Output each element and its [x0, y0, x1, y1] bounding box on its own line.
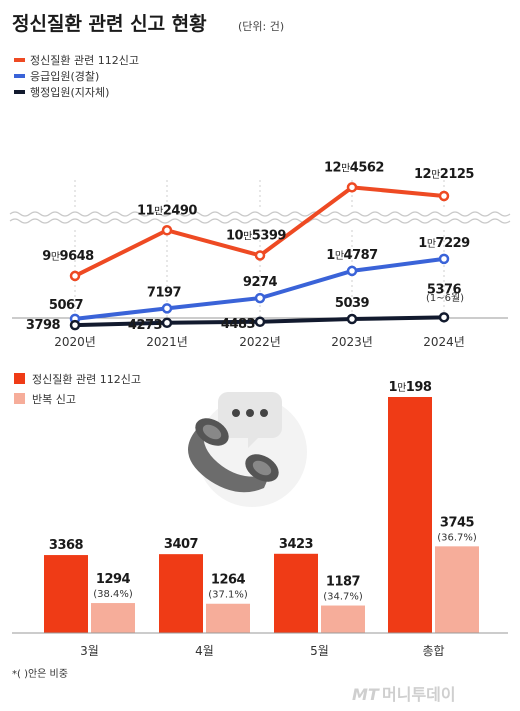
series-label-2: 4483: [221, 317, 256, 332]
series-label-1: 1만4787: [326, 248, 378, 263]
series-label-0: 12만2125: [414, 167, 474, 182]
series-label-2: 3798: [26, 318, 61, 333]
series-point-0: [438, 190, 450, 202]
series-label-1: 5067: [49, 298, 84, 313]
x-tick-label: 2022년: [239, 335, 281, 349]
bar-0: [159, 554, 203, 633]
series-point-1: [438, 253, 450, 265]
bar-1: [321, 605, 365, 633]
series-point-2: [161, 317, 173, 329]
x-tick-label: 2020년: [54, 335, 96, 349]
legend-label: 응급입원(경찰): [30, 70, 99, 83]
series-label-1: 7197: [147, 285, 182, 300]
bar-1: [435, 546, 479, 633]
phone-chat-icon: [188, 392, 307, 507]
bar-share-label: (37.1%): [208, 590, 248, 601]
series-label-2: 5039: [335, 296, 370, 311]
series-point-2: [69, 319, 81, 331]
footnote: *( )안은 비중: [12, 668, 68, 680]
series-label-1: 9274: [243, 275, 278, 290]
bar-x-axis: 3월 4월 5월 총합: [80, 644, 444, 658]
series-point-2: [438, 312, 450, 323]
bar-category-label: 4월: [195, 644, 214, 658]
chart-unit: (단위: 건): [238, 20, 284, 33]
chart-title: 정신질환 관련 신고 현황: [12, 12, 207, 35]
bar-value-label: 1187: [326, 575, 361, 590]
bar-1: [206, 603, 250, 633]
bar-1: [91, 603, 135, 633]
bar-series-group: [44, 397, 479, 633]
break-wave-bottom: [9, 218, 511, 224]
bar-value-label: 1294: [96, 572, 131, 587]
axis-break-wave: [9, 208, 511, 228]
bar-0: [274, 553, 318, 633]
bar-value-label: 1만198: [389, 380, 432, 395]
x-tick-label: 2023년: [331, 335, 373, 349]
bar-share-label: (38.4%): [93, 589, 133, 600]
bar-value-label: 1264: [211, 573, 246, 588]
series-label-2: 4273: [128, 318, 163, 333]
series-point-2: [254, 316, 266, 328]
series-label-2: 5376: [427, 282, 462, 297]
series-label-0: 10만5399: [226, 228, 286, 243]
bar-share-label: (36.7%): [437, 532, 477, 543]
bar-labels: 3368 1294 (38.4%) 3407 1264 (37.1%) 3423 1187 (3…: [49, 380, 477, 603]
series-label-0: 9만9648: [42, 249, 94, 264]
series-point-1: [346, 265, 358, 277]
legend-label: 정신질환 관련 112신고: [30, 54, 139, 67]
line-x-axis: 2020년 2021년 2022년 2023년 2024년: [54, 335, 465, 349]
bar-value-label: 3407: [164, 537, 199, 552]
legend-label: 반복 신고: [32, 393, 76, 406]
brand-mt: MT: [352, 685, 380, 704]
line-labels: 9만9648 11만2490 10만5399 12만4562 12만2125 5067 71…: [26, 160, 475, 333]
break-wave-top: [9, 211, 511, 217]
legend-label: 정신질환 관련 112신고: [32, 373, 141, 386]
bar-0: [388, 397, 432, 633]
series-point-1: [254, 292, 266, 304]
bar-value-label: 3745: [440, 515, 475, 530]
bar-category-label: 5월: [310, 644, 329, 658]
annotation-partial-year: (1~6월): [426, 292, 464, 304]
series-point-0: [254, 250, 266, 261]
x-tick-label: 2021년: [146, 335, 188, 349]
bar-share-label: (34.7%): [323, 592, 363, 603]
series-point-0: [346, 182, 358, 193]
series-label-0: 12만4562: [324, 160, 384, 175]
series-point-1: [161, 303, 173, 314]
brand-name: 머니투데이: [382, 685, 456, 704]
legend-swatch: [14, 373, 25, 384]
series-label-0: 11만2490: [137, 203, 197, 218]
bar-category-label: 3월: [80, 644, 99, 658]
series-point-2: [346, 313, 358, 325]
bar-category-label: 총합: [422, 644, 444, 658]
bar-value-label: 3423: [279, 537, 314, 552]
series-label-1: 1만7229: [418, 236, 470, 251]
legend-swatch: [14, 393, 25, 404]
legend-label: 행정입원(지자체): [30, 86, 109, 99]
brand-logo: MT 머니투데이: [352, 685, 456, 704]
line-series-group: [69, 182, 450, 331]
bar-0: [44, 555, 88, 633]
series-point-0: [161, 225, 173, 236]
series-point-0: [69, 270, 81, 282]
bar-value-label: 3368: [49, 538, 84, 553]
x-tick-label: 2024년: [423, 335, 465, 349]
